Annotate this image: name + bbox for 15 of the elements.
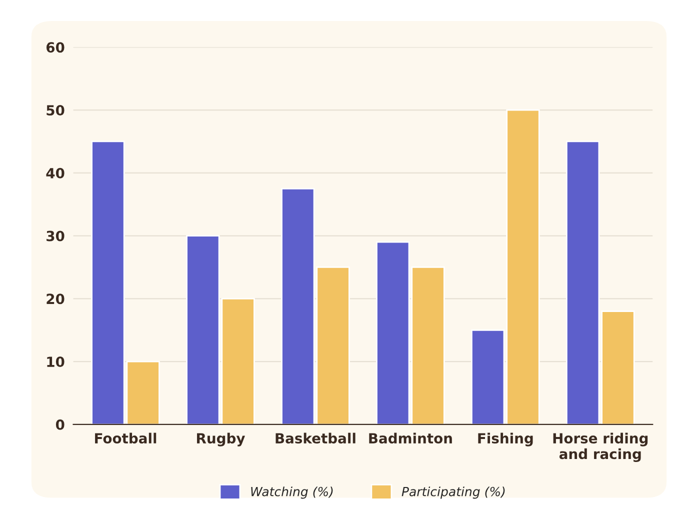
- x-tick-label: Horse riding and racing: [553, 432, 648, 462]
- x-tick-label: Badminton: [369, 432, 452, 444]
- y-tick-label: 40: [46, 168, 64, 178]
- y-tick-label: 20: [46, 294, 64, 304]
- legend-label: Watching (%): [251, 486, 333, 499]
- x-tick-label: Rugby: [197, 432, 246, 446]
- legend-label: Participating (%): [402, 486, 505, 499]
- y-tick-label: 50: [46, 105, 64, 116]
- y-tick-label: 0: [56, 419, 64, 430]
- x-tick-label: Football: [95, 432, 156, 444]
- x-tick-label: Fishing: [478, 432, 533, 446]
- y-tick-label: 60: [46, 42, 64, 53]
- y-tick-label: 10: [47, 356, 64, 368]
- x-tick-label: Basketball: [276, 432, 356, 444]
- y-tick-label: 30: [46, 230, 64, 242]
